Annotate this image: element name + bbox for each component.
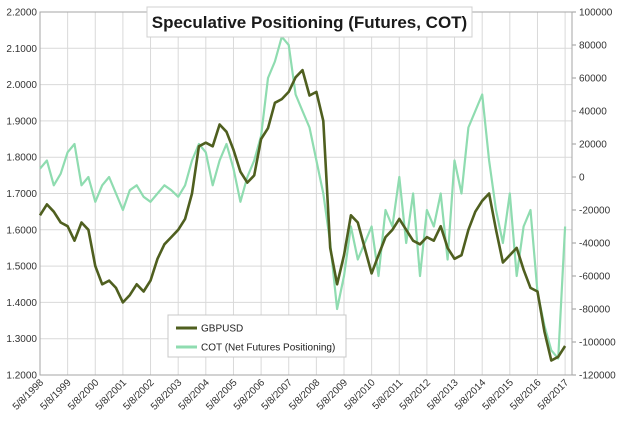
y-right-tick-label: -60000: [579, 272, 611, 283]
y-right-tick-label: -40000: [579, 239, 611, 250]
y-left-tick-label: 1.8000: [6, 153, 37, 164]
y-left-tick-label: 2.0000: [6, 80, 37, 91]
chart-title: Speculative Positioning (Futures, COT): [152, 13, 467, 32]
series: [38, 35, 567, 362]
title-frame: [146, 6, 473, 38]
y-left-tick-label: 1.9000: [6, 116, 37, 127]
series-line-gbpusd: [38, 68, 567, 362]
y-right-tick-label: 80000: [579, 41, 607, 52]
legend-label-gbpusd: GBPUSD: [201, 324, 243, 335]
y-right-tick-label: 20000: [579, 140, 607, 151]
legend: GBPUSD COT (Net Futures Positioning): [167, 314, 347, 358]
legend-frame: [167, 314, 347, 358]
legend-label-cot: COT (Net Futures Positioning): [201, 343, 335, 354]
y-left-tick-label: 1.3000: [6, 334, 37, 345]
y-right-tick-label: 60000: [579, 74, 607, 85]
y-right-tick-label: 40000: [579, 107, 607, 118]
y-left-tick-label: 1.4000: [6, 298, 37, 309]
y-left-tick-label: 2.2000: [6, 8, 37, 19]
y-right-tick-label: -80000: [579, 305, 611, 316]
y-left-tick-label: 1.6000: [6, 225, 37, 236]
y-right-tick-label: 100000: [579, 8, 613, 19]
y-left-tick-label: 1.7000: [6, 189, 37, 200]
y-left-tick-label: 1.2000: [6, 371, 37, 382]
y-left-tick-label: 2.1000: [6, 44, 37, 55]
y-right-tick-label: 0: [579, 173, 585, 184]
series-line-cot: [39, 35, 567, 360]
y-left-tick-label: 1.5000: [6, 262, 37, 273]
title-box: Speculative Positioning (Futures, COT): [146, 6, 473, 38]
y-right-tick-label: -100000: [579, 338, 616, 349]
y-right-tick-label: -120000: [579, 371, 616, 382]
y-right-tick-label: -20000: [579, 206, 611, 217]
